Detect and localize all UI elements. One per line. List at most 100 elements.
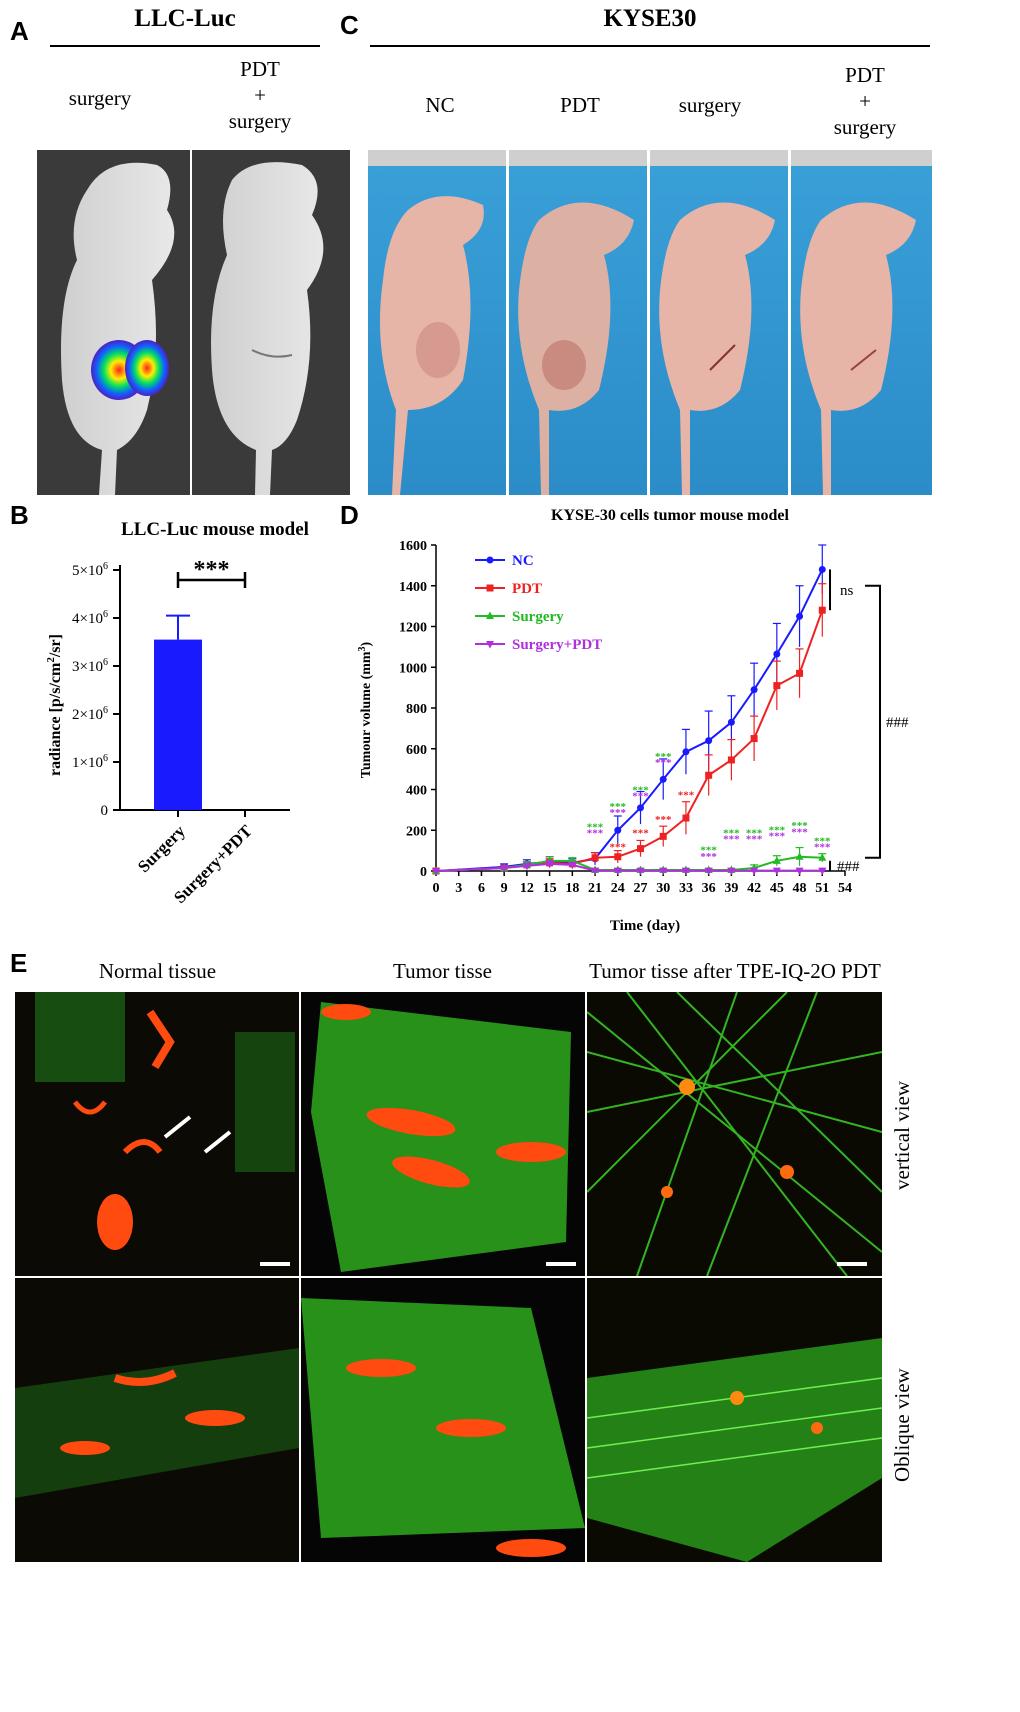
chart-d-xtick-label: 24 [611,881,625,896]
chart-d-bracket-hash2-label: ### [837,859,860,875]
chart-d-xtick-label: 21 [588,881,602,896]
chart-d-point [750,686,758,694]
chart-d-significance: *** [587,827,604,839]
chart-d-ytick-label: 1400 [399,580,427,595]
chart-d-xtick-label: 39 [724,881,738,896]
chart-d-xtick-label: 6 [478,881,485,896]
micrograph-tumor-pdt-oblique [587,1278,882,1562]
chart-d-xtick-label: 27 [634,881,648,896]
mouse-photo-surgery [650,150,788,495]
chart-d-point [432,868,440,876]
chart-d-point [591,854,599,862]
chart-d-significance: *** [632,785,649,797]
panel-e-column-tumor: Tumor tisse [392,959,492,983]
panel-letter-d: D [340,500,359,530]
panel-a-group-pdt-surgery: PDT + surgery [228,57,292,133]
panel-a-group-surgery: surgery [68,86,132,110]
chart-d-line [435,862,823,872]
chart-b-ytick-label: 2×106 [72,705,108,723]
chart-d-line [435,569,824,872]
bar-chart-llc-luc: LLC-Luc mouse model radiance [p/s/cm2/sr… [45,519,309,907]
micrograph-tumor-pdt-vertical [587,992,882,1276]
mouse-photo-pdt [509,150,647,495]
chart-d-point [659,832,667,840]
chart-b-significance: *** [194,557,230,583]
chart-d-point [486,611,494,619]
mouse-photo-pdt-surgery [791,150,932,495]
chart-d-legend-label: Surgery [512,609,564,625]
chart-d-significance: *** [655,751,672,763]
chart-d-significance: *** [610,842,627,854]
chart-d-significance: *** [814,836,831,848]
chart-b-bar [154,639,202,810]
chart-d-xtick-label: 3 [455,881,462,896]
panel-c-group-pdt-surgery: PDT + surgery [833,63,897,139]
chart-d-significance: *** [791,826,808,838]
chart-d-xtick-label: 33 [679,881,693,896]
chart-d-title: KYSE-30 cells tumor mouse model [551,507,789,524]
micrograph-tumor-oblique [301,1278,585,1562]
chart-d-point [750,735,758,743]
chart-d-point [795,867,804,876]
chart-d-point [637,845,644,853]
panel-letter-c: C [340,10,359,40]
chart-d-point [772,867,781,876]
chart-d-significance: *** [700,851,717,863]
panel-c-title: KYSE30 [603,5,697,32]
chart-d-point [682,814,690,822]
chart-d-legend-label: NC [512,553,534,569]
chart-d-point [545,860,554,869]
chart-d-ytick-label: 1200 [399,621,427,636]
bioluminescence-image-surgery [37,150,190,495]
chart-d-point [637,804,644,812]
chart-d-point [818,867,827,876]
chart-d-point [486,641,494,649]
chart-d-ylabel: Tumour volume (mm3) [357,641,374,778]
chart-d-point [704,867,713,876]
chart-d-xtick-label: 15 [543,881,557,896]
chart-d-line [435,609,824,872]
chart-d-xtick-label: 48 [793,881,807,896]
chart-d-point [613,867,622,876]
chart-d-point [682,748,690,756]
bioluminescence-image-pdt-surgery [192,150,350,495]
chart-d-significance: *** [746,827,763,839]
chart-d-point [796,612,804,620]
chart-d-series-surgery-pdt [432,860,827,876]
chart-d-series-pdt [432,583,827,875]
chart-d-significance: *** [610,801,627,813]
chart-d-ytick-label: 400 [406,784,427,799]
chart-d-point [705,771,713,779]
chart-d-point [659,775,667,783]
chart-d-significance: *** [814,842,831,854]
chart-d-point [818,853,827,861]
panel-letter-a: A [10,16,29,46]
chart-d-point [727,756,735,764]
chart-d-ytick-label: 800 [406,702,427,717]
chart-d-point [500,864,509,873]
chart-d-xtick-label: 36 [702,881,716,896]
chart-d-point [772,856,781,864]
chart-b-ytick-label: 3×106 [72,657,108,675]
chart-d-point [636,867,645,876]
chart-d-significance: *** [791,820,808,832]
chart-d-xtick-label: 51 [815,881,829,896]
chart-d-point [486,584,494,592]
chart-d-point [818,565,826,573]
chart-d-point [727,718,735,726]
chart-d-significance: *** [723,827,740,839]
chart-d-xtick-label: 18 [565,881,579,896]
chart-d-point [614,826,622,834]
chart-b-title: LLC-Luc mouse model [121,519,309,540]
chart-d-xlabel: Time (day) [610,918,680,934]
micrograph-normal-oblique [15,1278,299,1562]
chart-b-ytick-label: 5×106 [72,561,108,579]
chart-d-ytick-label: 0 [420,865,427,880]
chart-d-significance: *** [678,790,695,802]
micrograph-tumor-vertical [301,992,585,1276]
panel-e-row-oblique: Oblique view [890,1368,914,1482]
chart-b-ytick-label: 0 [101,803,109,819]
line-chart-kyse30: KYSE-30 cells tumor mouse model Time (da… [357,507,909,934]
chart-d-significance: *** [632,827,649,839]
chart-d-point [659,867,668,876]
